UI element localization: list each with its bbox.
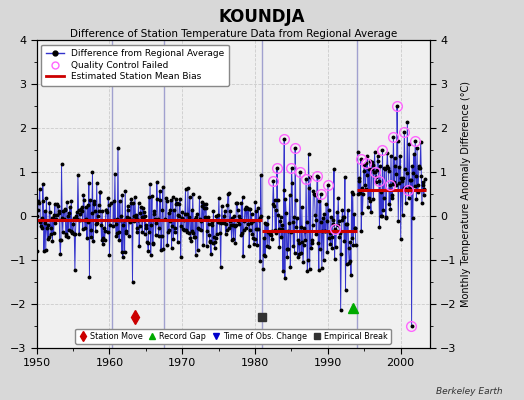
Legend: Station Move, Record Gap, Time of Obs. Change, Empirical Break: Station Move, Record Gap, Time of Obs. C… xyxy=(75,328,391,344)
Text: Berkeley Earth: Berkeley Earth xyxy=(436,387,503,396)
Title: Difference of Station Temperature Data from Regional Average: Difference of Station Temperature Data f… xyxy=(70,29,397,39)
Text: KOUNDJA: KOUNDJA xyxy=(219,8,305,26)
Y-axis label: Monthly Temperature Anomaly Difference (°C): Monthly Temperature Anomaly Difference (… xyxy=(461,81,471,307)
